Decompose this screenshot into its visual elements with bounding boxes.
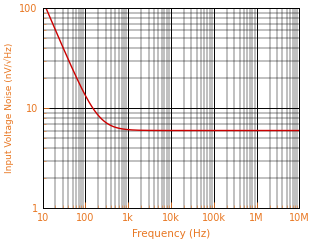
X-axis label: Frequency (Hz): Frequency (Hz) <box>132 229 210 239</box>
Y-axis label: Input Voltage Noise (nV/√Hz): Input Voltage Noise (nV/√Hz) <box>4 43 14 174</box>
